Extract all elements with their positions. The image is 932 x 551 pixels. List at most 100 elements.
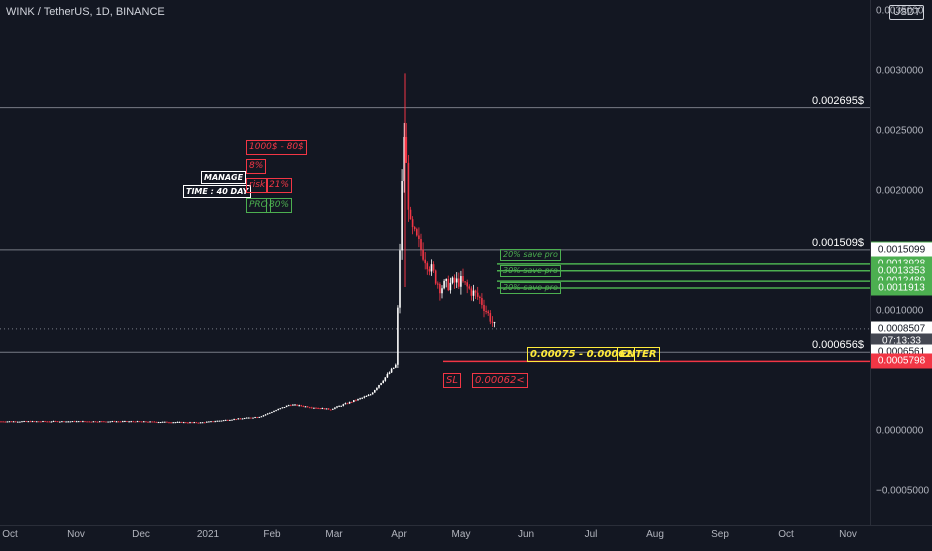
candle-body bbox=[140, 421, 143, 423]
candle-body bbox=[65, 421, 67, 423]
candle-body bbox=[453, 277, 456, 283]
candle-body bbox=[441, 288, 443, 294]
candle-body bbox=[361, 397, 363, 399]
candle-body bbox=[439, 283, 441, 294]
candle-body bbox=[329, 409, 332, 411]
sl-value[interactable]: 0.00062< bbox=[472, 373, 528, 388]
candle-body bbox=[472, 290, 475, 296]
enter-label[interactable]: ENTER bbox=[617, 347, 660, 362]
candle-body bbox=[218, 420, 221, 422]
candle-body bbox=[437, 283, 439, 285]
candle-body bbox=[271, 412, 273, 414]
candle-body bbox=[231, 419, 233, 421]
entry-range-label[interactable]: 0.00075 - 0.00062 bbox=[527, 347, 636, 362]
candle-body bbox=[416, 229, 418, 236]
candle-body bbox=[466, 282, 468, 287]
candle-body bbox=[332, 408, 334, 410]
candle-body bbox=[67, 421, 69, 423]
candle-body bbox=[327, 408, 330, 410]
pro-value[interactable]: 80% bbox=[266, 198, 293, 213]
level-label[interactable]: 0.002695$ bbox=[812, 94, 864, 107]
candle-body bbox=[86, 421, 88, 423]
time-tick: Nov bbox=[67, 529, 85, 540]
candle-body bbox=[52, 421, 55, 423]
candle-body bbox=[216, 420, 219, 422]
risk-label[interactable]: risk bbox=[246, 178, 269, 193]
candle-body bbox=[371, 392, 374, 395]
price-label: 0.0011913 bbox=[871, 280, 932, 296]
candle-body bbox=[264, 414, 267, 416]
candle-body bbox=[42, 421, 44, 423]
save-label-1[interactable]: 20% save pro bbox=[500, 249, 561, 261]
candle-body bbox=[145, 421, 147, 423]
candle-body bbox=[155, 421, 158, 423]
candle-body bbox=[128, 421, 130, 423]
time-tick: Aug bbox=[646, 529, 664, 540]
candle-body bbox=[424, 259, 426, 264]
price-tick: 0.0010000 bbox=[876, 305, 924, 317]
candle-body bbox=[405, 136, 408, 163]
candle-body bbox=[111, 421, 114, 423]
candle-body bbox=[164, 421, 166, 423]
candle-body bbox=[374, 389, 376, 393]
save-label-3[interactable]: 20% save pro bbox=[500, 282, 561, 294]
candle-body bbox=[353, 400, 355, 402]
candle-body bbox=[92, 421, 95, 423]
price-chart[interactable] bbox=[0, 0, 870, 525]
risk-value[interactable]: 21% bbox=[266, 178, 293, 193]
candle-body bbox=[434, 270, 437, 284]
candle-body bbox=[50, 421, 53, 423]
candle-body bbox=[290, 405, 292, 407]
candle-body bbox=[19, 421, 21, 423]
candle-body bbox=[334, 407, 336, 409]
time-tick: 2021 bbox=[196, 529, 220, 540]
manage-label[interactable]: MANAGE bbox=[201, 171, 247, 184]
candle-body bbox=[489, 313, 492, 322]
sl-label[interactable]: SL bbox=[443, 373, 461, 388]
candle-body bbox=[493, 322, 496, 324]
symbol-title[interactable]: WINK / TetherUS, 1D, BINANCE bbox=[6, 6, 165, 18]
candle-body bbox=[342, 404, 345, 406]
candle-body bbox=[458, 278, 460, 287]
candle-body bbox=[149, 421, 151, 423]
level-label[interactable]: 0.000656$ bbox=[812, 339, 864, 352]
candle-body bbox=[159, 422, 162, 424]
time-tick: Mar bbox=[325, 529, 343, 540]
candle-body bbox=[470, 288, 473, 296]
capital-label[interactable]: 1000$ - 80$ bbox=[246, 140, 307, 155]
horizontal-lines bbox=[0, 107, 870, 353]
candle-body bbox=[279, 408, 282, 410]
time-axis[interactable] bbox=[0, 525, 932, 551]
candle-body bbox=[54, 421, 57, 423]
price-tick: 0.0030000 bbox=[876, 65, 924, 77]
candle-body bbox=[258, 416, 261, 418]
candle-body bbox=[113, 421, 116, 423]
candle-body bbox=[378, 384, 380, 388]
candle-body bbox=[222, 420, 225, 422]
candle-body bbox=[103, 421, 105, 423]
candle-body bbox=[485, 310, 487, 312]
candle-body bbox=[136, 421, 139, 423]
candle-body bbox=[445, 278, 447, 281]
save-label-2[interactable]: 30% save pro bbox=[500, 265, 561, 277]
candle-body bbox=[269, 412, 271, 414]
currency-button[interactable]: USDT bbox=[889, 5, 925, 20]
price-axis[interactable] bbox=[870, 0, 932, 525]
candles bbox=[0, 73, 496, 424]
candle-body bbox=[130, 421, 132, 423]
candle-body bbox=[254, 417, 256, 419]
candle-body bbox=[476, 292, 479, 297]
time-label[interactable]: TIME : 40 DAY bbox=[183, 185, 252, 198]
candle-body bbox=[376, 387, 378, 390]
candle-body bbox=[153, 421, 156, 423]
level-label[interactable]: 0.001509$ bbox=[812, 236, 864, 249]
price-tick: 0.0020000 bbox=[876, 185, 924, 197]
candle-body bbox=[464, 281, 466, 283]
candle-body bbox=[283, 407, 286, 409]
pro-label[interactable]: PRO bbox=[246, 198, 271, 213]
candle-body bbox=[344, 403, 347, 405]
candle-body bbox=[380, 382, 382, 385]
candle-body bbox=[176, 421, 179, 423]
percent-label[interactable]: 8% bbox=[246, 159, 267, 174]
candle-body bbox=[245, 417, 248, 419]
